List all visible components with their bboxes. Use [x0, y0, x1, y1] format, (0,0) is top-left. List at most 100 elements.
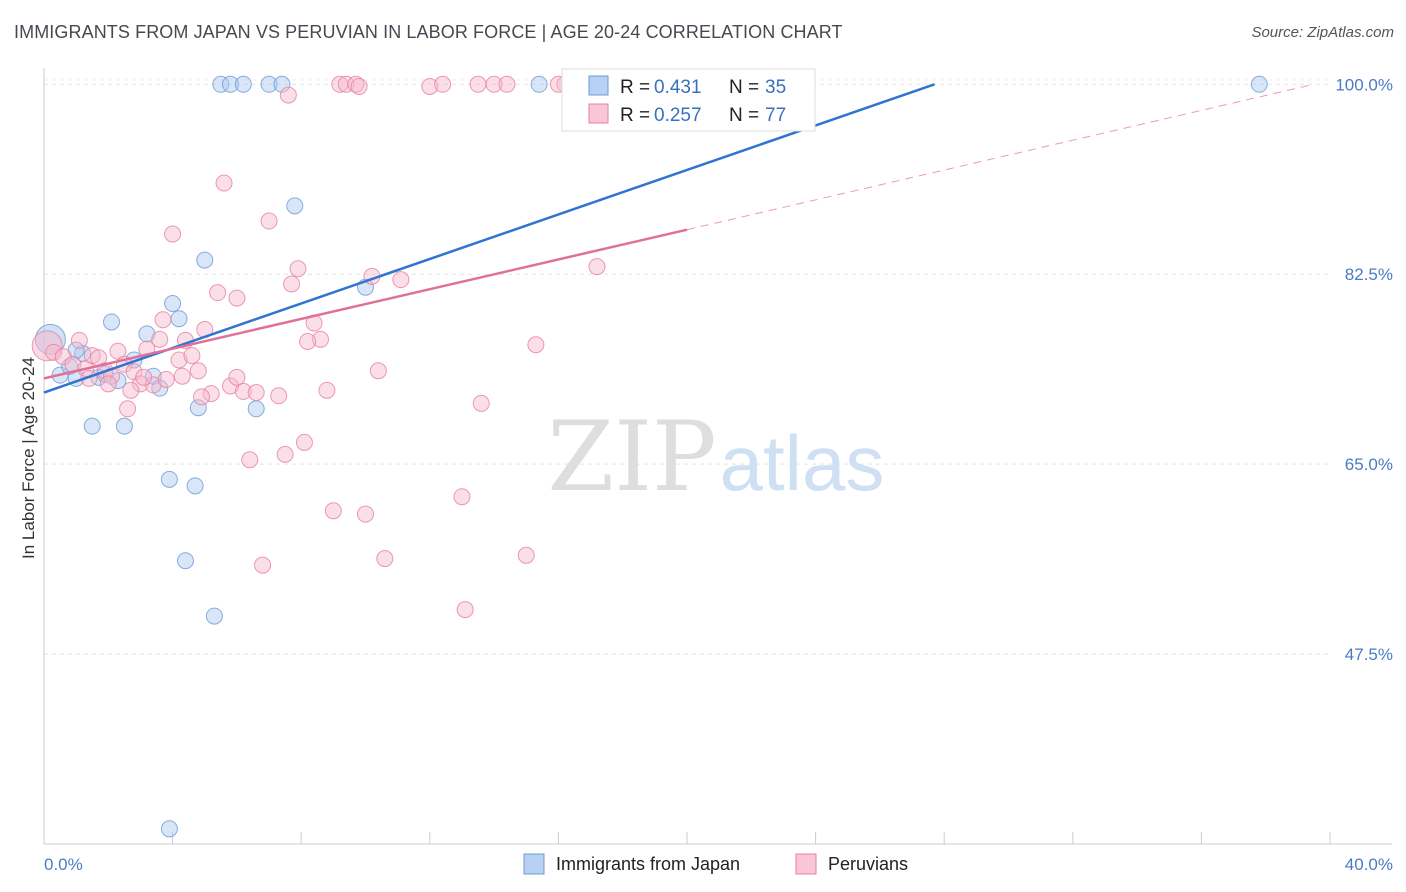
- point-japan-16: [164, 295, 182, 313]
- point-japan-10: [115, 417, 133, 435]
- y-axis-label: In Labor Force | Age 20-24: [19, 357, 38, 559]
- point-peru-12: [119, 400, 137, 418]
- legend-r-label-peru: R =: [620, 105, 650, 126]
- legend-r-value-peru: 0.257: [654, 105, 702, 126]
- point-peru-47: [357, 505, 374, 523]
- point-peru-49: [369, 362, 387, 380]
- point-peru-27: [215, 174, 233, 192]
- point-peru-19: [164, 225, 182, 243]
- point-peru-55: [485, 75, 503, 93]
- y-tick-label-0: 47.5%: [1345, 645, 1393, 664]
- point-peru-20: [170, 351, 188, 369]
- bottom-legend-swatch-japan: [523, 853, 545, 875]
- point-peru-54: [469, 75, 487, 93]
- x-tick-labels: 0.0% 40.0%: [44, 855, 1393, 874]
- point-japan-12: [138, 325, 156, 343]
- point-japan-31: [160, 820, 178, 838]
- trendline-0: [43, 83, 935, 394]
- point-peru-23: [189, 362, 207, 380]
- point-peru-33: [254, 556, 272, 574]
- legend-n-value-japan: 35: [765, 77, 786, 98]
- legend-r-value-japan: 0.431: [654, 77, 702, 98]
- point-peru-6: [83, 347, 101, 365]
- point-peru-72: [173, 367, 191, 385]
- point-japan-5: [83, 417, 101, 435]
- point-peru-52: [421, 77, 439, 95]
- point-japan-25: [234, 75, 252, 93]
- y-tick-labels: 47.5% 65.0% 82.5% 100.0%: [1335, 75, 1393, 664]
- point-peru-70: [527, 336, 545, 354]
- point-peru-34: [260, 212, 278, 230]
- legend-swatch-japan: [588, 75, 609, 96]
- point-peru-25: [202, 385, 220, 403]
- y-tick-label-2: 82.5%: [1345, 265, 1393, 284]
- point-japan-18: [176, 552, 194, 570]
- point-peru-63: [588, 258, 606, 276]
- point-peru-68: [350, 77, 368, 95]
- point-peru-60: [517, 546, 535, 564]
- point-japan-20: [189, 399, 207, 417]
- point-peru-73: [122, 381, 140, 399]
- legend-n-label-peru: N =: [729, 105, 759, 126]
- point-japan-24: [221, 75, 239, 93]
- watermark: ZIP atlas: [547, 401, 884, 513]
- chart-title: IMMIGRANTS FROM JAPAN VS PERUVIAN IN LAB…: [14, 22, 843, 42]
- trendline-2: [686, 83, 1315, 231]
- point-japan-33: [1250, 75, 1268, 93]
- point-peru-35: [270, 387, 288, 405]
- point-peru-36: [276, 445, 294, 463]
- point-peru-56: [498, 75, 516, 93]
- point-peru-75: [299, 332, 317, 350]
- bottom-legend-label-peru: Peruvians: [828, 854, 908, 874]
- point-japan-19: [186, 477, 204, 495]
- point-japan-23: [212, 75, 230, 93]
- watermark-atlas: atlas: [720, 419, 885, 507]
- point-peru-38: [289, 260, 307, 278]
- point-peru-74: [279, 86, 297, 104]
- point-peru-71: [453, 488, 471, 506]
- legend: R = 0.431 N = 35 R = 0.257 N = 77: [561, 68, 816, 132]
- data-points: [31, 75, 1268, 838]
- point-peru-31: [241, 451, 259, 469]
- point-japan-32: [530, 75, 548, 93]
- trendline-1: [43, 228, 688, 380]
- point-peru-66: [99, 375, 117, 393]
- point-peru-67: [228, 368, 246, 386]
- point-japan-29: [286, 197, 304, 215]
- trendlines: [43, 83, 1315, 394]
- point-peru-50: [376, 550, 394, 568]
- x-tick-label-1: 40.0%: [1345, 855, 1393, 874]
- chart-source: Source: ZipAtlas.com: [1251, 24, 1394, 41]
- point-japan-26: [247, 400, 265, 418]
- legend-swatch-peru: [588, 103, 609, 124]
- bottom-legend-label-japan: Immigrants from Japan: [556, 854, 740, 874]
- grid: [44, 79, 1330, 655]
- bottom-legend-swatch-peru: [795, 853, 817, 875]
- legend-r-label-japan: R =: [620, 77, 650, 98]
- point-peru-37: [283, 275, 301, 293]
- point-peru-42: [318, 381, 336, 399]
- point-peru-69: [154, 311, 172, 329]
- y-tick-label-3: 100.0%: [1335, 75, 1393, 94]
- bottom-legend: Immigrants from Japan Peruvians: [523, 853, 908, 875]
- point-peru-28: [221, 377, 239, 395]
- point-peru-30: [234, 382, 252, 400]
- point-peru-1: [45, 343, 63, 361]
- axes: [43, 68, 1392, 845]
- watermark-zip: ZIP: [547, 401, 716, 513]
- point-peru-76: [193, 388, 211, 406]
- point-peru-0: [31, 330, 63, 362]
- point-peru-32: [247, 384, 265, 402]
- point-peru-18: [157, 370, 175, 388]
- point-japan-22: [205, 607, 223, 625]
- point-peru-45: [337, 75, 355, 93]
- legend-n-label-japan: N =: [729, 77, 759, 98]
- point-peru-41: [311, 330, 329, 348]
- point-japan-27: [260, 75, 278, 93]
- legend-n-value-peru: 77: [765, 105, 786, 126]
- point-peru-22: [183, 347, 201, 365]
- point-peru-53: [434, 75, 452, 93]
- point-japan-21: [196, 251, 214, 269]
- point-peru-39: [295, 433, 313, 451]
- point-peru-64: [135, 368, 153, 386]
